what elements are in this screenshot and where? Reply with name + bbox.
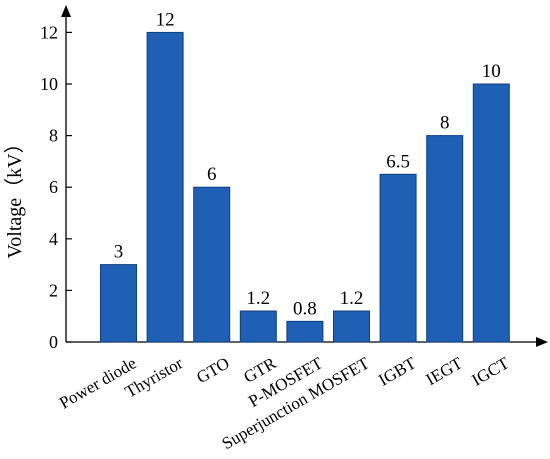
data-label: 1.2: [340, 288, 364, 309]
y-axis-arrow: [61, 5, 71, 17]
data-label: 0.8: [293, 298, 317, 319]
category-label: GTO: [193, 353, 232, 387]
bar: [379, 173, 417, 343]
bar: [472, 83, 510, 343]
data-label: 12: [156, 9, 175, 30]
y-tick-label: 10: [40, 74, 58, 94]
y-tick-label: 0: [49, 332, 58, 352]
category-label: IGBT: [375, 353, 419, 390]
bar: [193, 186, 231, 343]
data-label: 10: [482, 61, 501, 82]
y-tick-label: 2: [49, 280, 58, 300]
data-label: 1.2: [246, 288, 270, 309]
y-axis: 0 2 4 6 8 10 12: [40, 5, 72, 352]
y-tick-label: 12: [40, 22, 58, 42]
y-tick-label: 8: [49, 126, 58, 146]
data-label: 3: [114, 242, 124, 263]
y-tick-label: 4: [49, 229, 58, 249]
bar: [239, 310, 277, 343]
category-label: IEGT: [423, 353, 467, 389]
bar: [146, 31, 184, 343]
x-axis-arrow: [536, 337, 548, 347]
bar: [286, 320, 324, 343]
bar: [333, 310, 370, 343]
data-label: 6: [207, 164, 217, 185]
category-label: IGCT: [468, 353, 512, 390]
data-label: 8: [440, 113, 450, 134]
data-label: 6.5: [386, 151, 410, 172]
bar: [426, 135, 464, 343]
bars: [100, 31, 510, 343]
y-tick-label: 6: [49, 177, 58, 197]
data-labels: 3 12 6 1.2 0.8 1.2 6.5 8 10: [114, 9, 501, 319]
y-axis-label: Voltage（kV）: [3, 133, 26, 258]
bar: [100, 264, 137, 343]
